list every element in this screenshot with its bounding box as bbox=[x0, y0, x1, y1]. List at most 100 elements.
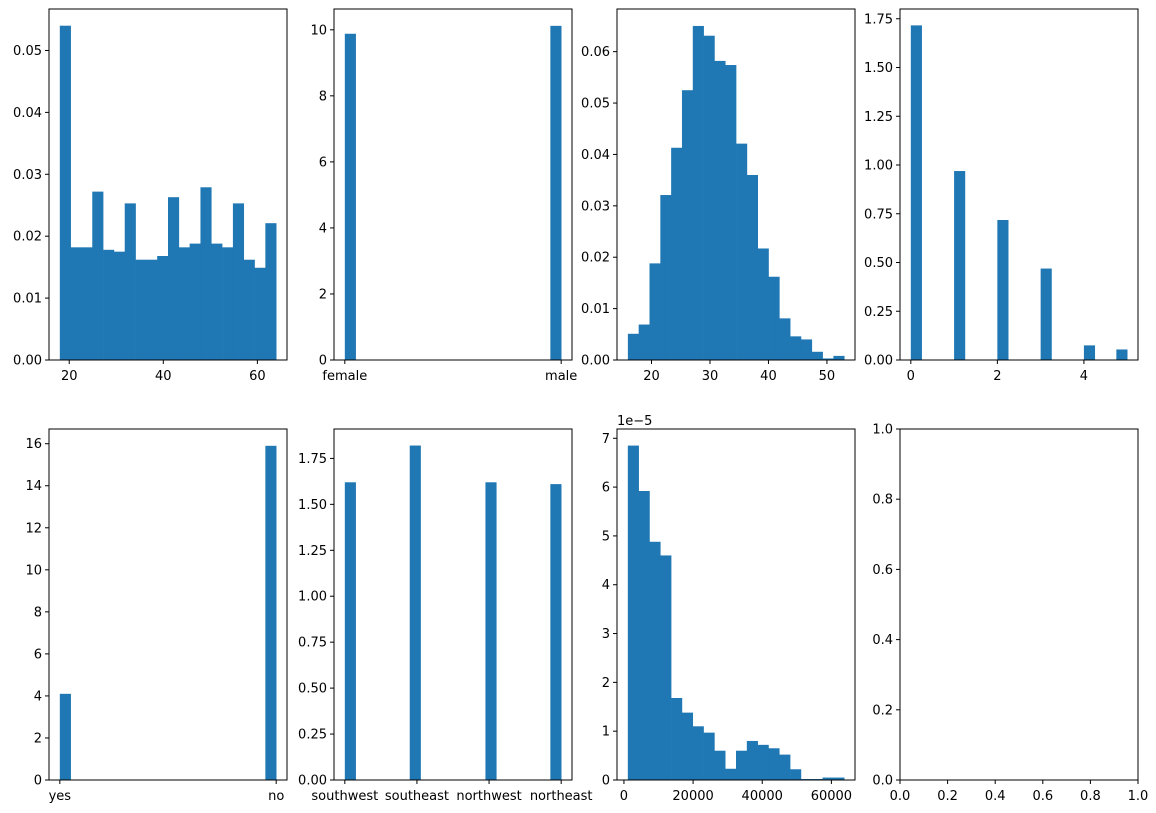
histogram-bar bbox=[703, 732, 715, 780]
histogram-bar bbox=[627, 333, 639, 360]
y-tick-label: 6 bbox=[602, 481, 610, 496]
y-tick-label: 0.01 bbox=[13, 292, 42, 307]
y-tick-label: 6 bbox=[34, 647, 42, 662]
y-tick-label: 0.06 bbox=[581, 45, 610, 60]
y-tick-label: 1.0 bbox=[872, 423, 893, 438]
y-tick-label: 4 bbox=[602, 578, 610, 593]
y-tick-label: 0.02 bbox=[13, 230, 42, 245]
y-tick-label: 2 bbox=[34, 731, 42, 746]
histogram-bar bbox=[671, 147, 683, 360]
histogram-bar bbox=[627, 445, 639, 780]
x-tick-label: 20 bbox=[61, 369, 78, 384]
histogram-bar bbox=[757, 248, 769, 360]
panel-bmi: 20 30 40 50 0.00 0.01 0.02 0.03 0.04 0.05 0.06 bbox=[581, 8, 856, 384]
panel-region: southwest southeast northwest northeast 0.00… bbox=[298, 428, 593, 804]
histogram-bar bbox=[736, 750, 748, 780]
y-tick-label: 0.00 bbox=[13, 354, 42, 369]
x-tick-label: 60 bbox=[249, 369, 266, 384]
x-tick-label: yes bbox=[49, 789, 72, 804]
y-tick-label: 2 bbox=[319, 287, 327, 302]
histogram-bar bbox=[725, 65, 737, 361]
histogram-bar bbox=[714, 750, 726, 780]
histogram-bar bbox=[70, 247, 82, 360]
histogram-bar bbox=[660, 195, 672, 360]
x-tick-label: southeast bbox=[385, 789, 449, 804]
histogram-bar bbox=[550, 25, 562, 361]
panel-children: 0 2 4 0.00 0.25 0.50 0.75 1.00 1.25 1.50 1.75 bbox=[864, 8, 1139, 384]
histogram-bar bbox=[692, 25, 704, 361]
y-tick-label: 0.01 bbox=[581, 302, 610, 317]
panel-sex: female male 0 2 4 6 8 10 bbox=[310, 8, 577, 384]
histogram-bar bbox=[649, 263, 661, 360]
histogram-bar bbox=[822, 777, 834, 780]
panel-smoker: yes no 0 2 4 6 8 10 12 14 16 bbox=[25, 428, 288, 804]
histogram-bar bbox=[135, 259, 147, 360]
histogram-bar bbox=[768, 748, 780, 780]
histogram-bar bbox=[200, 187, 212, 360]
y-tick-label: 0.8 bbox=[872, 493, 893, 508]
histogram-bar bbox=[790, 336, 802, 360]
y-tick-label: 4 bbox=[319, 221, 327, 236]
y-tick-label: 8 bbox=[319, 89, 327, 104]
x-tick-label: male bbox=[545, 369, 577, 384]
histogram-bar bbox=[649, 541, 661, 780]
x-tick-label: 40 bbox=[155, 369, 172, 384]
histogram-bar bbox=[178, 247, 190, 360]
histogram-bar bbox=[157, 256, 169, 360]
histogram-bar bbox=[344, 482, 356, 780]
y-tick-label: 0.6 bbox=[872, 563, 893, 578]
histogram-bar bbox=[779, 318, 791, 360]
histogram-bar bbox=[822, 358, 834, 360]
histogram-bar bbox=[146, 259, 158, 360]
histogram-bar bbox=[790, 769, 802, 780]
x-tick-label: northwest bbox=[456, 789, 521, 804]
histogram-bar bbox=[254, 267, 266, 360]
histogram-bar bbox=[92, 191, 104, 360]
axes-frame bbox=[899, 8, 1139, 361]
y-tick-label: 3 bbox=[602, 627, 610, 642]
axes-frame bbox=[616, 428, 856, 781]
histogram-bar bbox=[746, 740, 758, 780]
histogram-bar bbox=[681, 712, 694, 780]
y-tick-label: 8 bbox=[34, 605, 42, 620]
x-tick-label: 60000 bbox=[811, 789, 852, 804]
histogram-bar bbox=[768, 276, 780, 360]
y-tick-label: 4 bbox=[34, 689, 42, 704]
axes-frame bbox=[48, 8, 288, 361]
y-tick-label: 10 bbox=[310, 23, 327, 38]
x-tick-label: 0.8 bbox=[1080, 789, 1101, 804]
y-tick-label: 0.00 bbox=[864, 354, 893, 369]
y-tick-label: 0.75 bbox=[864, 207, 893, 222]
axes-frame bbox=[333, 8, 573, 361]
histogram-bar bbox=[638, 491, 650, 780]
y-tick-label: 7 bbox=[602, 432, 610, 447]
y-tick-label: 14 bbox=[25, 479, 42, 494]
y-tick-label: 2 bbox=[602, 676, 610, 691]
y-tick-label: 6 bbox=[319, 155, 327, 170]
y-tick-label: 1.00 bbox=[864, 159, 893, 174]
y-axis-offset-label: 1e−5 bbox=[617, 414, 652, 429]
y-tick-label: 0.05 bbox=[13, 44, 42, 59]
histogram-bar bbox=[725, 768, 737, 780]
x-tick-label: 40000 bbox=[742, 789, 783, 804]
panel-age: 20 40 60 0.00 0.01 0.02 0.03 0.04 0.05 bbox=[13, 8, 288, 384]
y-tick-label: 0.75 bbox=[298, 636, 327, 651]
histogram-bar bbox=[124, 203, 136, 360]
histogram-bar bbox=[660, 555, 672, 780]
x-tick-label: 40 bbox=[760, 369, 777, 384]
y-tick-label: 1.75 bbox=[298, 452, 327, 467]
x-tick-label: 4 bbox=[1080, 369, 1088, 384]
y-tick-label: 0.04 bbox=[581, 148, 610, 163]
histogram-bar bbox=[736, 143, 748, 360]
y-tick-label: 10 bbox=[25, 563, 42, 578]
histogram-bar bbox=[800, 339, 813, 360]
x-tick-label: no bbox=[268, 789, 284, 804]
x-tick-label: female bbox=[322, 369, 367, 384]
histogram-bar bbox=[113, 251, 126, 360]
histogram-bar bbox=[81, 247, 93, 360]
histogram-bar bbox=[811, 351, 823, 360]
y-tick-label: 0.03 bbox=[581, 199, 610, 214]
y-tick-label: 0.25 bbox=[864, 305, 893, 320]
histogram-bar bbox=[168, 197, 180, 360]
histogram-bar bbox=[344, 33, 356, 360]
